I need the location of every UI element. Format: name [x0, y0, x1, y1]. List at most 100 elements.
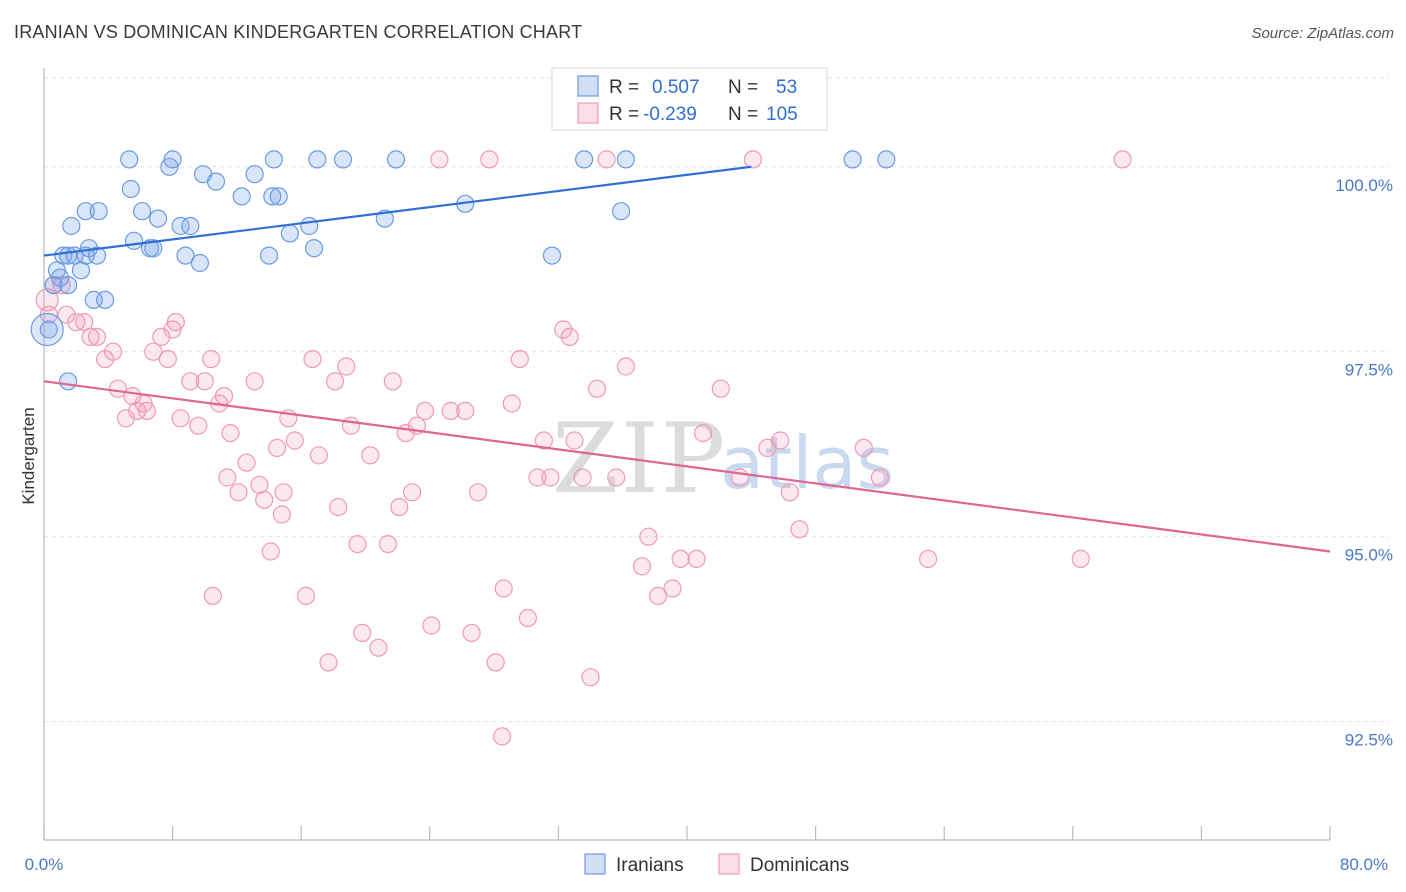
dominicans-point: [158, 350, 177, 369]
dominicans-point: [144, 342, 163, 361]
dominicans-point: [528, 468, 547, 487]
iranians-point: [259, 246, 279, 265]
dominicans-point: [1113, 150, 1132, 169]
dominicans-point: [309, 446, 328, 465]
dominicans-r-value: -0.239: [643, 104, 697, 125]
iranians-point: [877, 150, 896, 169]
dominicans-point: [541, 468, 560, 487]
dominicans-point: [456, 401, 475, 420]
iranians-r-label: R =: [609, 77, 639, 98]
dominicans-point: [181, 372, 200, 391]
dominicans-point: [790, 520, 809, 539]
dominicans-point: [35, 288, 59, 312]
iranians-point: [87, 246, 107, 265]
chart-title: IRANIAN VS DOMINICAN KINDERGARTEN CORREL…: [14, 22, 582, 42]
dominicans-point: [166, 313, 185, 332]
dominicans-point: [486, 653, 505, 672]
dominicans-point: [285, 431, 304, 450]
iranians-point: [232, 187, 251, 206]
dominicans-point: [780, 483, 800, 502]
axes: 92.5% 95.0% 97.5% 100.0% 0.0% 80.0%: [25, 68, 1393, 874]
iranians-point: [269, 187, 288, 206]
dominicans-point: [597, 150, 616, 169]
dominicans-n-label: N =: [728, 104, 758, 125]
iranians-point: [176, 246, 195, 265]
dominicans-point: [237, 453, 256, 472]
x-tick-label-start: 0.0%: [25, 855, 64, 874]
iranians-point: [39, 320, 58, 339]
iranians-point: [171, 216, 190, 236]
iranians-point: [62, 216, 81, 236]
dominicans-point: [81, 327, 100, 346]
dominicans-point: [518, 608, 538, 628]
iranians-point: [76, 202, 95, 221]
dominicans-point: [268, 438, 287, 457]
dominicans-point: [214, 387, 234, 406]
dominicans-point: [480, 150, 499, 169]
dominicans-r-label: R =: [609, 104, 639, 125]
dominicans-point: [203, 586, 222, 606]
dominicans-points: [35, 150, 1132, 746]
dominicans-point: [272, 505, 291, 524]
iranians-point: [89, 202, 108, 221]
dominicans-point: [296, 586, 316, 606]
dominicans-point: [348, 534, 367, 554]
dominicans-point: [502, 394, 521, 413]
dominicans-point: [108, 379, 128, 398]
dominicans-point: [325, 372, 345, 391]
iranians-point: [149, 209, 168, 228]
iranians-point: [843, 150, 862, 169]
iranians-point: [245, 165, 264, 184]
dominicans-point: [415, 401, 435, 420]
dominicans-point: [573, 468, 592, 487]
dominicans-point: [329, 498, 348, 517]
iranians-point: [163, 150, 182, 169]
dominicans-point: [202, 350, 221, 369]
dominicans-point: [218, 468, 237, 487]
dominicans-point: [632, 557, 652, 576]
dominicans-point: [171, 409, 190, 428]
legend-dominicans-label: Dominicans: [750, 855, 849, 876]
dominicans-point: [462, 623, 481, 643]
dominicans-point: [671, 549, 690, 569]
y-tick-label: 95.0%: [1345, 546, 1393, 565]
dominicans-point: [587, 379, 607, 398]
iranians-legend-swatch: [577, 75, 599, 97]
dominicans-point: [771, 431, 790, 450]
iranians-point: [58, 372, 78, 391]
dominicans-point: [687, 549, 706, 569]
watermark-zip: ZIP: [552, 403, 727, 515]
dominicans-point: [383, 372, 402, 391]
iranians-point: [280, 224, 299, 243]
dominicans-point: [195, 372, 214, 391]
iranians-n-value: 53: [776, 77, 797, 98]
dominicans-point: [607, 468, 626, 487]
iranians-point: [133, 202, 152, 221]
dominicans-point: [303, 350, 322, 369]
dominicans-point: [554, 320, 573, 339]
dominicans-point: [57, 305, 76, 324]
iranians-point: [542, 246, 562, 265]
dominicans-point: [128, 401, 147, 420]
iranians-trend-line: [43, 165, 752, 257]
legend-dominicans-swatch: [718, 853, 740, 875]
dominicans-point: [616, 357, 636, 376]
trend-lines: [43, 165, 1331, 553]
dominicans-point: [353, 623, 372, 643]
dominicans-point: [274, 483, 293, 502]
dominicans-point: [468, 483, 488, 502]
dominicans-point: [870, 468, 890, 487]
watermark: ZIP atlas: [552, 403, 894, 515]
dominicans-point: [137, 401, 156, 420]
dominicans-point: [510, 350, 529, 369]
iranians-point: [30, 312, 64, 347]
iranians-point: [71, 261, 91, 280]
dominicans-point: [221, 424, 240, 443]
y-tick-label: 92.5%: [1345, 731, 1393, 750]
series-legend: Iranians Dominicans: [584, 853, 849, 876]
dominicans-point: [361, 446, 380, 465]
dominicans-point: [493, 727, 512, 746]
stats-legend: R = 0.507 N = 53 R = -0.239 N = 105: [551, 67, 828, 131]
dominicans-point: [116, 409, 136, 428]
